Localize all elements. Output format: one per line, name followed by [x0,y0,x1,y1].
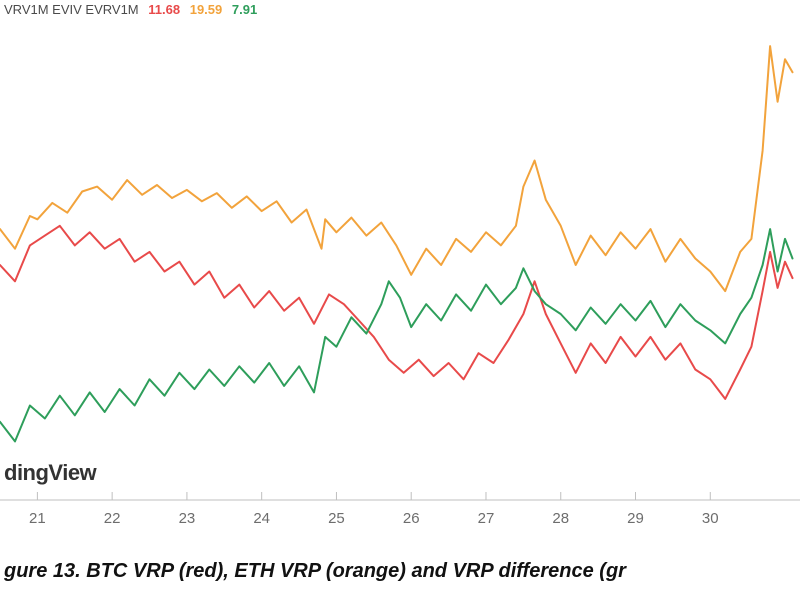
chart-legend: VRV1M EVIV EVRV1M 11.68 19.59 7.91 [4,2,263,17]
x-tick-label: 24 [253,510,270,527]
figure-caption: gure 13. BTC VRP (red), ETH VRP (orange)… [4,560,626,583]
price-chart [0,20,800,510]
x-tick-label: 26 [403,510,420,527]
x-axis: 21 22 23 24 25 26 27 28 29 30 [0,510,800,540]
x-tick-label: 22 [104,510,121,527]
legend-value-red: 11.68 [148,2,180,17]
x-tick-label: 21 [29,510,46,527]
series-vrp_diff_green [0,229,793,441]
brand-watermark: dingView [4,460,96,486]
x-tick-label: 29 [627,510,644,527]
series-eth_vrp_orange [0,46,793,291]
x-tick-label: 23 [179,510,196,527]
legend-value-orange: 19.59 [190,2,223,17]
x-tick-label: 30 [702,510,719,527]
legend-value-green: 7.91 [232,2,257,17]
x-tick-label: 25 [328,510,345,527]
x-tick-label: 28 [552,510,569,527]
series-btc_vrp_red [0,226,793,399]
legend-labels: VRV1M EVIV EVRV1M [4,2,139,17]
x-tick-label: 27 [478,510,495,527]
